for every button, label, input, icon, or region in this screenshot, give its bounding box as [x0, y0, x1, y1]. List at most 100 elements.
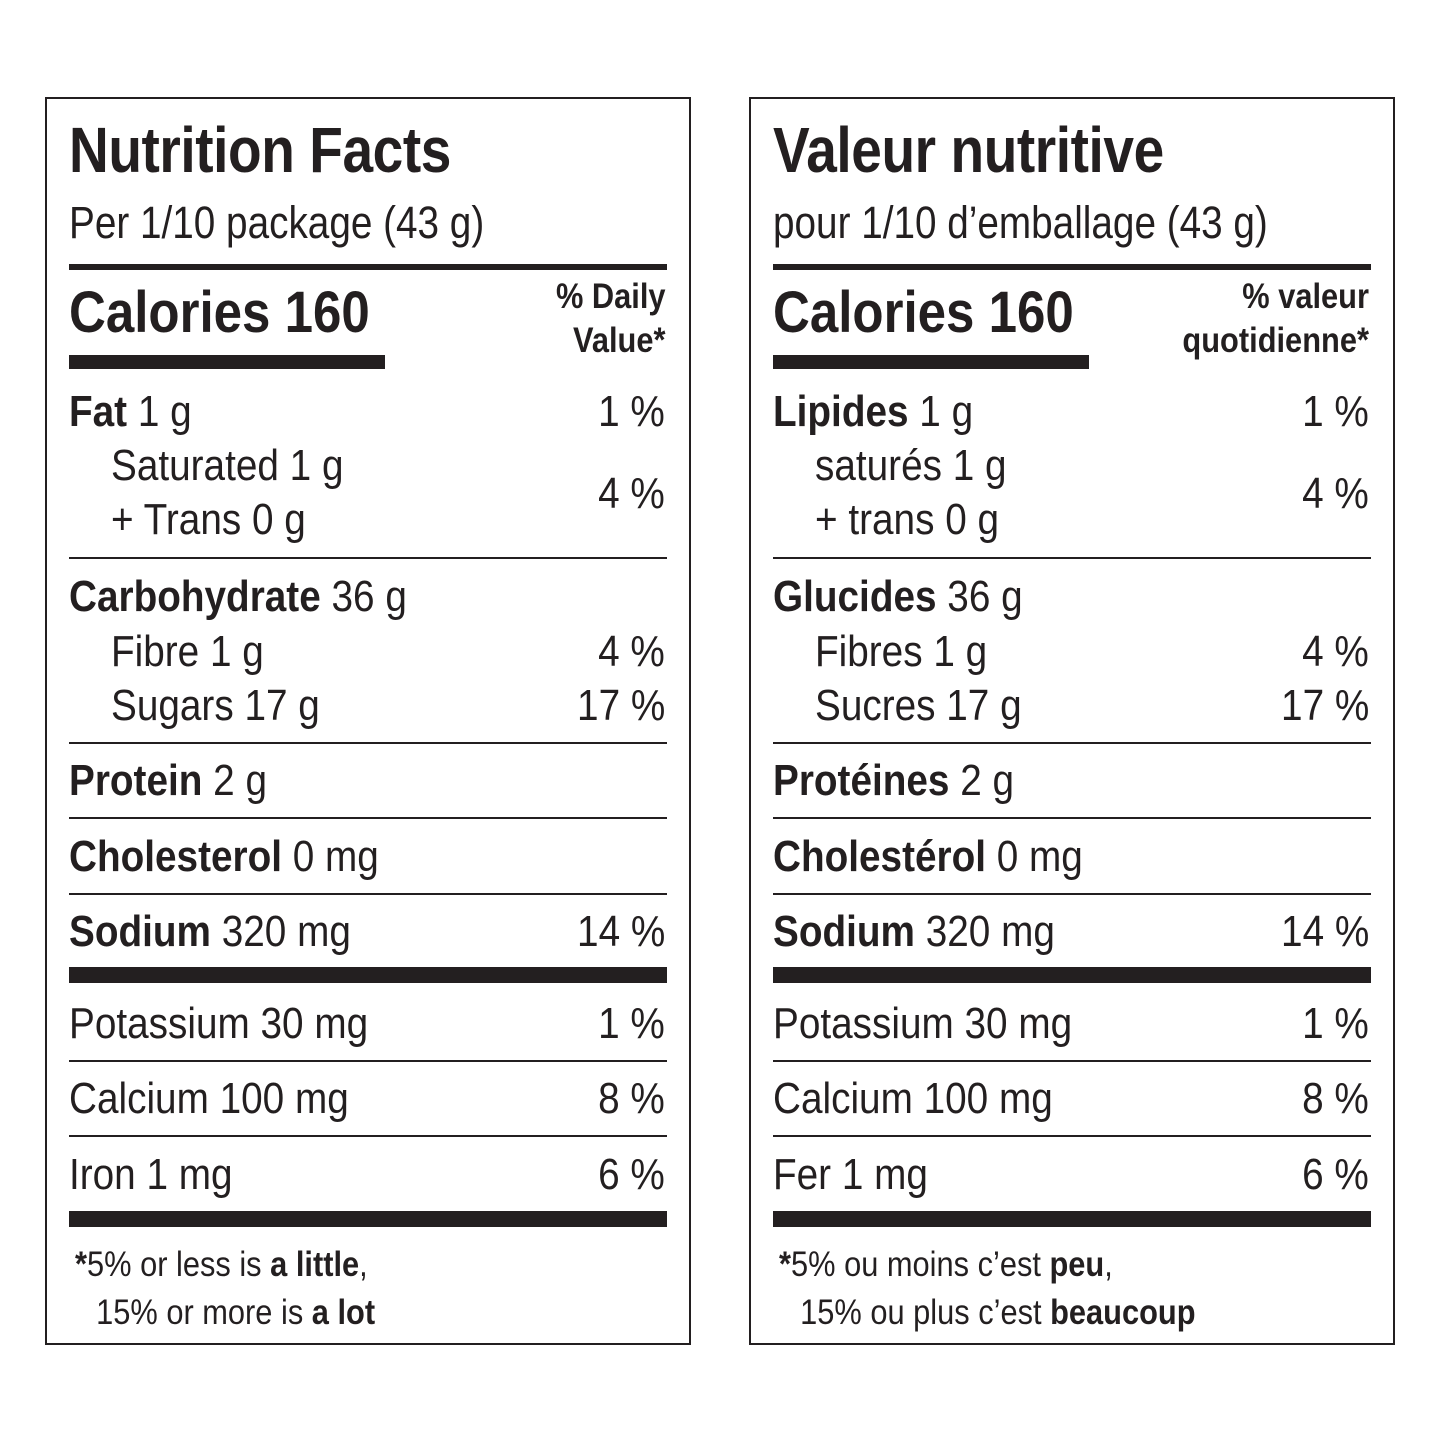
cholesterol-row: Cholesterol 0 mg — [69, 832, 379, 882]
daily-value-header-line2: quotidienne* — [1182, 321, 1369, 360]
iron-row: Fer 1 mg — [773, 1150, 928, 1199]
divider — [773, 817, 1371, 819]
potassium-row: Potassium 30 mg — [69, 999, 369, 1048]
carbohydrate-label: Glucides — [773, 572, 937, 621]
footnote-emphasis: peu — [1049, 1245, 1105, 1284]
calcium-percent: 8 % — [598, 1074, 665, 1123]
footnote-line1: *5% ou moins c’est peu, — [779, 1241, 1196, 1289]
divider — [69, 817, 667, 819]
fat-percent: 1 % — [1302, 387, 1369, 436]
divider-medium — [69, 264, 667, 270]
footnote-punct: , — [1104, 1245, 1113, 1284]
footnote-emphasis: a little — [270, 1245, 360, 1284]
protein-row: Protéines 2 g — [773, 756, 1014, 806]
footnote-line1: *5% or less is a little, — [75, 1241, 375, 1289]
panel-title: Nutrition Facts — [69, 114, 451, 186]
cholesterol-amount: 0 mg — [282, 832, 379, 881]
potassium-row: Potassium 30 mg — [773, 999, 1073, 1048]
daily-value-header: % valeur quotidienne* — [1182, 275, 1369, 363]
fat-row: Fat 1 g — [69, 387, 192, 437]
footnote-text: 5% or less is — [86, 1245, 271, 1284]
fat-label: Lipides — [773, 387, 909, 436]
sodium-row: Sodium 320 mg — [69, 907, 351, 957]
calcium-row: Calcium 100 mg — [773, 1074, 1053, 1123]
footnote: *5% or less is a little, 15% or more is … — [75, 1241, 375, 1337]
calories-label: Calories 160 — [773, 280, 1074, 345]
divider — [773, 893, 1371, 895]
daily-value-header-line1: % valeur — [1242, 277, 1369, 316]
divider — [69, 742, 667, 744]
divider — [773, 1135, 1371, 1137]
footnote: *5% ou moins c’est peu, 15% ou plus c’es… — [779, 1241, 1196, 1337]
fibre-percent: 4 % — [598, 627, 665, 676]
sodium-amount: 320 mg — [210, 907, 351, 956]
daily-value-header-line1: % Daily — [555, 277, 665, 316]
saturated-row: Saturated 1 g — [111, 441, 344, 490]
panel-title: Valeur nutritive — [773, 114, 1164, 186]
potassium-percent: 1 % — [598, 999, 665, 1048]
carbohydrate-amount: 36 g — [936, 572, 1023, 621]
sodium-label: Sodium — [69, 907, 211, 956]
serving-size: Per 1/10 package (43 g) — [69, 197, 485, 248]
fibre-row: Fibre 1 g — [111, 627, 264, 676]
saturated-trans-percent: 4 % — [1302, 469, 1369, 518]
divider — [773, 742, 1371, 744]
carbohydrate-amount: 36 g — [320, 572, 407, 621]
calcium-percent: 8 % — [1302, 1074, 1369, 1123]
trans-row: + Trans 0 g — [111, 495, 306, 544]
footnote-punct: , — [359, 1245, 368, 1284]
fat-row: Lipides 1 g — [773, 387, 973, 437]
fibre-percent: 4 % — [1302, 627, 1369, 676]
protein-label: Protéines — [773, 756, 950, 805]
divider — [773, 557, 1371, 559]
serving-size: pour 1/10 d’emballage (43 g) — [773, 197, 1268, 248]
divider — [773, 1060, 1371, 1062]
fat-amount: 1 g — [127, 387, 192, 436]
calcium-row: Calcium 100 mg — [69, 1074, 349, 1123]
divider-thick — [69, 1211, 667, 1227]
footnote-line2: 15% or more is a lot — [75, 1289, 375, 1337]
fat-amount: 1 g — [908, 387, 974, 436]
divider-medium — [773, 264, 1371, 270]
protein-label: Protein — [69, 756, 203, 805]
fat-label: Fat — [69, 387, 128, 436]
cholesterol-label: Cholesterol — [69, 832, 283, 881]
carbohydrate-row: Carbohydrate 36 g — [69, 572, 407, 622]
divider — [69, 1135, 667, 1137]
sugars-row: Sucres 17 g — [815, 681, 1022, 730]
sugars-row: Sugars 17 g — [111, 681, 320, 730]
calories-underline — [69, 355, 385, 369]
divider — [69, 557, 667, 559]
sugars-percent: 17 % — [576, 681, 665, 730]
sodium-amount: 320 mg — [914, 907, 1055, 956]
footnote-line2: 15% ou plus c’est beaucoup — [779, 1289, 1195, 1337]
divider — [69, 1060, 667, 1062]
daily-value-header: % Daily Value* — [555, 275, 665, 363]
footnote-text: 15% ou plus c’est — [800, 1293, 1051, 1332]
cholesterol-amount: 0 mg — [986, 832, 1083, 881]
calories-underline — [773, 355, 1089, 369]
saturated-trans-percent: 4 % — [598, 469, 665, 518]
divider — [69, 893, 667, 895]
footnote-emphasis: a lot — [311, 1293, 376, 1332]
cholesterol-row: Cholestérol 0 mg — [773, 832, 1083, 882]
nutrition-facts-panel-french: Valeur nutritive pour 1/10 d’emballage (… — [749, 97, 1395, 1345]
fibre-row: Fibres 1 g — [815, 627, 988, 676]
divider-thick — [69, 967, 667, 983]
footnote-asterisk: * — [779, 1245, 791, 1284]
protein-row: Protein 2 g — [69, 756, 267, 806]
footnote-text: 5% ou moins c’est — [790, 1245, 1050, 1284]
carbohydrate-label: Carbohydrate — [69, 572, 321, 621]
divider-thick — [773, 967, 1371, 983]
carbohydrate-row: Glucides 36 g — [773, 572, 1023, 622]
cholesterol-label: Cholestérol — [773, 832, 987, 881]
calories-label: Calories 160 — [69, 280, 370, 345]
iron-percent: 6 % — [598, 1150, 665, 1199]
iron-percent: 6 % — [1302, 1150, 1369, 1199]
footnote-asterisk: * — [75, 1245, 87, 1284]
trans-row: + trans 0 g — [815, 495, 1000, 544]
sugars-percent: 17 % — [1280, 681, 1369, 730]
protein-amount: 2 g — [202, 756, 267, 805]
sodium-percent: 14 % — [1280, 907, 1369, 956]
divider-thick — [773, 1211, 1371, 1227]
